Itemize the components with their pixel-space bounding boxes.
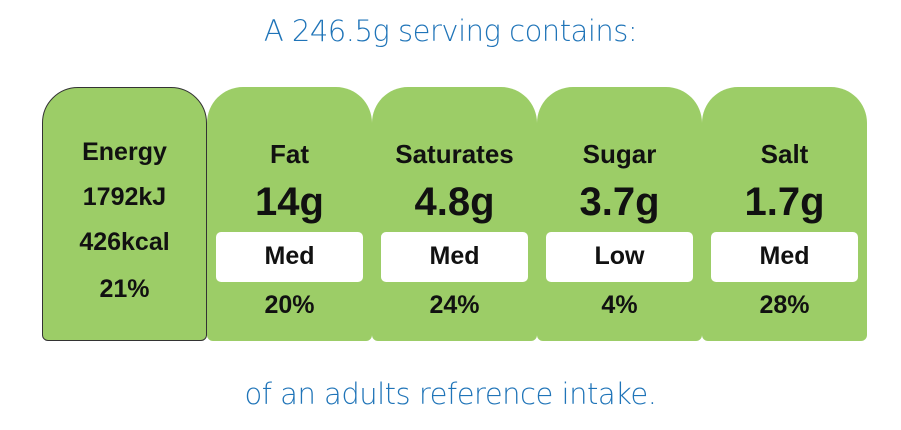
energy-name: Energy — [82, 138, 167, 166]
nutrient-amount: 3.7g — [579, 180, 660, 224]
nutrient-amount: 14g — [255, 180, 324, 224]
nutrient-name: Fat — [270, 139, 309, 169]
level-badge: Med — [381, 232, 528, 282]
level-badge: Med — [216, 232, 363, 282]
nutrient-percent: 4% — [601, 291, 638, 319]
nutrient-box: Saturates 4.8g Med 24% — [372, 87, 537, 341]
nutrient-level: Med — [429, 242, 480, 270]
nutrient-amount: 4.8g — [414, 180, 495, 224]
nutrient-name: Saturates — [395, 139, 514, 169]
nutrient-level: Med — [759, 242, 810, 270]
nutrient-level: Med — [264, 242, 315, 270]
nutrient-percent: 24% — [429, 291, 480, 319]
nutrient-box: Sugar 3.7g Low 4% — [537, 87, 702, 341]
nutrient-name: Sugar — [582, 139, 657, 169]
footer: of an adults reference intake. — [244, 377, 657, 411]
nutrient-amount: 1.7g — [744, 180, 825, 224]
nutrient-level: Low — [594, 242, 645, 270]
nutrient-name: Salt — [760, 139, 809, 169]
level-badge: Low — [546, 232, 693, 282]
energy-box: Energy 1792kJ 426kcal 21% — [42, 87, 207, 341]
nutrient-box: Salt 1.7g Med 28% — [702, 87, 867, 341]
level-badge: Med — [711, 232, 858, 282]
energy-kj: 1792kJ — [82, 183, 167, 211]
nutrient-percent: 20% — [264, 291, 315, 319]
title: A 246.5g serving contains: — [263, 14, 638, 48]
nutrient-box: Fat 14g Med 20% — [207, 87, 372, 341]
nutrient-percent: 28% — [759, 291, 810, 319]
energy-percent: 21% — [99, 275, 150, 303]
energy-kcal: 426kcal — [79, 228, 170, 256]
